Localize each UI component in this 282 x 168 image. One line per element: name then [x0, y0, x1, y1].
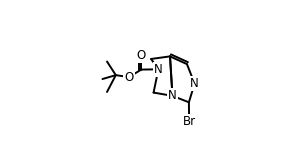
Text: N: N [168, 89, 177, 102]
Text: O: O [124, 71, 134, 83]
Text: N: N [154, 63, 163, 76]
Text: Br: Br [182, 115, 196, 128]
Text: O: O [137, 49, 146, 62]
Text: N: N [190, 77, 199, 90]
